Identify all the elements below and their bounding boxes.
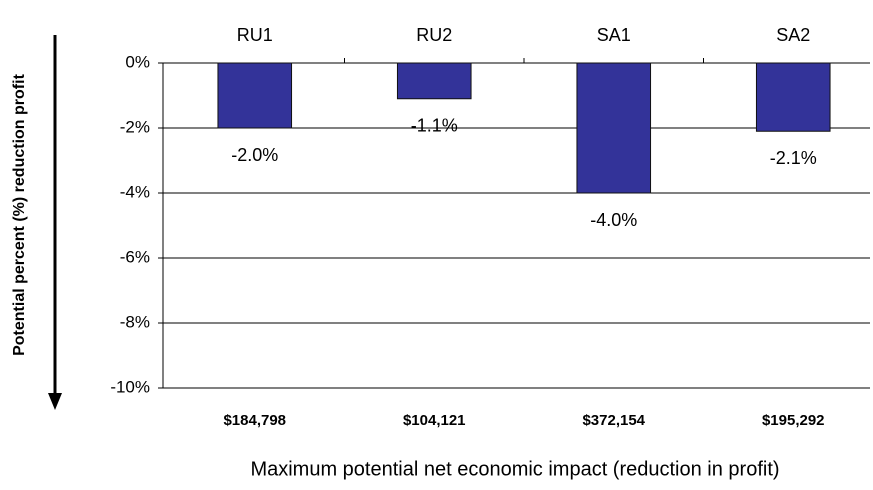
category-label: SA1 [597,25,631,45]
y-tick-label: 0% [125,52,150,71]
value-label: -1.1% [411,116,458,136]
impact-label: $372,154 [582,412,645,429]
category-label: RU1 [237,25,273,45]
value-label: -4.0% [590,210,637,230]
x-axis-label: Maximum potential net economic impact (r… [250,458,779,480]
value-label: -2.0% [231,145,278,165]
y-tick-label: -2% [120,117,150,136]
bar [755,62,831,132]
category-label: RU2 [416,25,452,45]
category-label: SA2 [776,25,810,45]
y-tick-label: -4% [120,182,150,201]
impact-label: $184,798 [223,412,286,429]
bar [576,62,652,194]
y-axis-label: Potential percent (%) reduction profit [11,73,28,355]
bar [217,62,293,129]
y-tick-label: -10% [110,377,150,396]
y-tick-label: -6% [120,247,150,266]
bar [396,62,472,100]
arrow-head [48,393,62,410]
y-tick-label: -8% [120,312,150,331]
value-label: -2.1% [770,148,817,168]
impact-label: $104,121 [403,412,466,429]
impact-label: $195,292 [762,412,825,429]
